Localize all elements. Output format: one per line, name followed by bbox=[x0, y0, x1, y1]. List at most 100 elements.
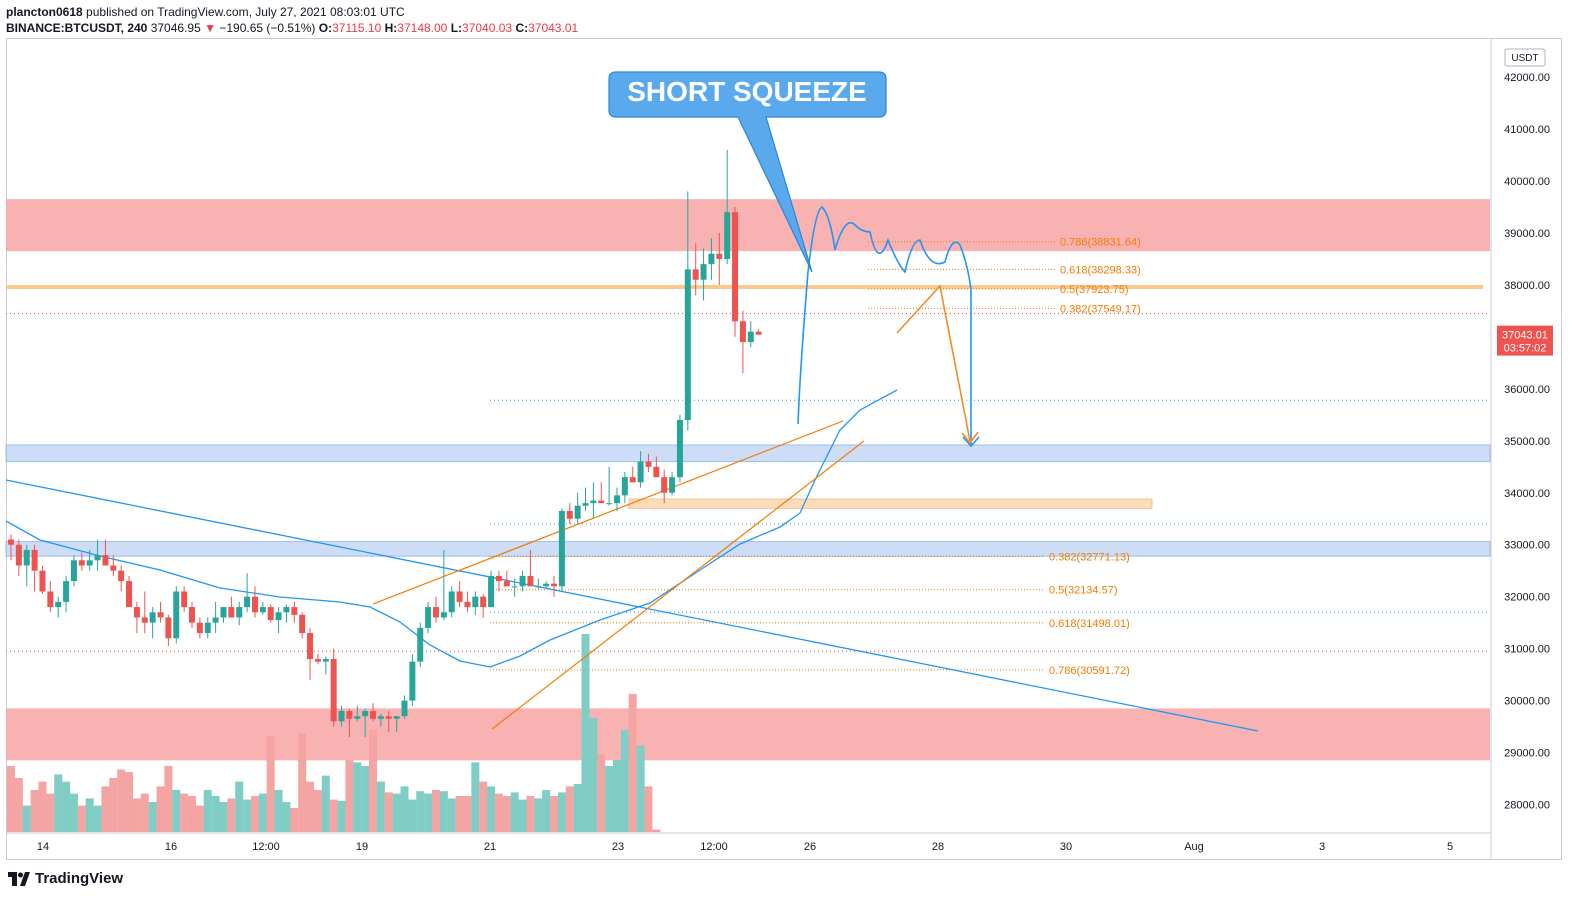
volume-bar bbox=[471, 762, 480, 832]
candle-body bbox=[432, 607, 439, 618]
high-value: 37148.00 bbox=[397, 21, 448, 35]
zone-pivot-4 bbox=[628, 498, 1153, 509]
volume-bar bbox=[620, 730, 629, 832]
candle-body bbox=[755, 331, 762, 335]
change-label: −190.65 (−0.51%) bbox=[219, 21, 316, 35]
candle-body bbox=[558, 510, 565, 587]
volume-bar bbox=[479, 781, 488, 832]
volume-bar bbox=[235, 781, 244, 832]
volume-bar bbox=[463, 796, 472, 832]
candle-body bbox=[259, 607, 266, 613]
volume-bar bbox=[14, 778, 23, 832]
tradingview-logo-icon bbox=[8, 871, 30, 886]
candle-body bbox=[669, 477, 676, 493]
volume-bar bbox=[132, 798, 141, 832]
publish-info: plancton0618 published on TradingView.co… bbox=[6, 5, 405, 19]
candle-body bbox=[31, 549, 38, 571]
volume-bar bbox=[117, 769, 126, 832]
logo-text: TradingView bbox=[35, 870, 124, 887]
time-tick-label: 30 bbox=[1060, 841, 1072, 853]
candle-body bbox=[275, 612, 282, 621]
time-tick-label: Aug bbox=[1184, 841, 1204, 853]
volume-bar bbox=[7, 766, 15, 832]
volume-bar bbox=[353, 762, 362, 832]
volume-bar bbox=[573, 784, 582, 832]
symbol-label: BINANCE:BTCUSDT, 240 bbox=[6, 21, 148, 35]
price-tick-label: 38000.00 bbox=[1504, 280, 1550, 292]
candle-body bbox=[535, 586, 542, 588]
callout-text: SHORT SQUEEZE bbox=[627, 76, 867, 107]
candle-body bbox=[236, 607, 243, 618]
volume-bar bbox=[282, 802, 291, 832]
candle-body bbox=[39, 570, 46, 592]
volume-bar bbox=[195, 805, 204, 832]
volume-layer bbox=[7, 634, 661, 832]
volume-bar bbox=[306, 781, 315, 832]
price-tick-label: 29000.00 bbox=[1504, 748, 1550, 760]
countdown-value: 03:57:02 bbox=[1504, 343, 1547, 355]
zone-support-2 bbox=[5, 541, 1491, 557]
candle-body bbox=[511, 586, 518, 588]
candle-body bbox=[141, 617, 148, 623]
candle-body bbox=[401, 700, 408, 717]
volume-bar bbox=[636, 745, 645, 832]
zone-support-1 bbox=[5, 444, 1491, 463]
candle-body bbox=[94, 555, 101, 561]
candle-body bbox=[157, 612, 164, 618]
candle-body bbox=[212, 617, 219, 623]
volume-bar bbox=[494, 793, 503, 832]
volume-bar bbox=[298, 733, 307, 832]
volume-bar bbox=[502, 796, 511, 832]
short-squeeze-callout: SHORT SQUEEZE bbox=[608, 71, 887, 273]
close-value: 37043.01 bbox=[528, 21, 579, 35]
zone-demand-3 bbox=[6, 708, 1490, 761]
candle-body bbox=[55, 601, 62, 608]
volume-bar bbox=[62, 781, 71, 832]
price-tick-label: 34000.00 bbox=[1504, 488, 1550, 500]
volume-bar bbox=[85, 798, 94, 832]
candle-layer bbox=[8, 149, 762, 737]
volume-bar bbox=[384, 792, 393, 832]
candle-body bbox=[299, 614, 306, 634]
candle-body bbox=[448, 591, 455, 613]
fib-upper-label-2: 0.5(37923.75) bbox=[1060, 284, 1129, 296]
volume-bar bbox=[313, 790, 322, 832]
open-value: 37115.10 bbox=[332, 21, 382, 35]
candle-body bbox=[440, 612, 447, 618]
volume-bar bbox=[345, 760, 354, 832]
volume-bar bbox=[369, 730, 378, 832]
price-tick-label: 35000.00 bbox=[1504, 436, 1550, 448]
volume-bar bbox=[140, 793, 149, 832]
time-axis: 14 16 12:00 19 21 23 12:00 26 28 30 Aug 3 5 bbox=[6, 832, 1491, 853]
fib-upper-label-1: 0.618(38298.33) bbox=[1060, 264, 1141, 276]
blue-arrow-icon bbox=[962, 436, 980, 448]
candle-body bbox=[370, 710, 377, 719]
candle-body bbox=[15, 544, 22, 566]
candle-body bbox=[708, 253, 715, 265]
candle-body bbox=[527, 575, 534, 587]
candle-body bbox=[23, 549, 30, 566]
orange-arrow-icon bbox=[961, 431, 979, 445]
price-tick-label: 30000.00 bbox=[1504, 696, 1550, 708]
volume-bar bbox=[400, 786, 409, 832]
tradingview-logo[interactable]: TradingView bbox=[8, 870, 123, 887]
volume-bar bbox=[431, 790, 440, 832]
candle-body bbox=[425, 607, 432, 628]
wedge-upper-line bbox=[372, 420, 844, 605]
candle-body bbox=[70, 560, 77, 582]
candle-body bbox=[362, 710, 369, 717]
candle-body bbox=[63, 581, 70, 602]
candle-body bbox=[78, 560, 85, 566]
low-value: 37040.03 bbox=[462, 21, 513, 35]
volume-bar bbox=[644, 786, 653, 832]
candle-body bbox=[692, 269, 699, 280]
candle-body bbox=[732, 212, 739, 322]
drawing-layer bbox=[5, 206, 1259, 732]
volume-bar bbox=[164, 766, 173, 832]
candle-body bbox=[338, 710, 345, 722]
wedge-lower-line bbox=[491, 440, 865, 730]
candle-body bbox=[354, 716, 361, 719]
volume-bar bbox=[581, 634, 590, 832]
zone-layer bbox=[5, 199, 1491, 761]
